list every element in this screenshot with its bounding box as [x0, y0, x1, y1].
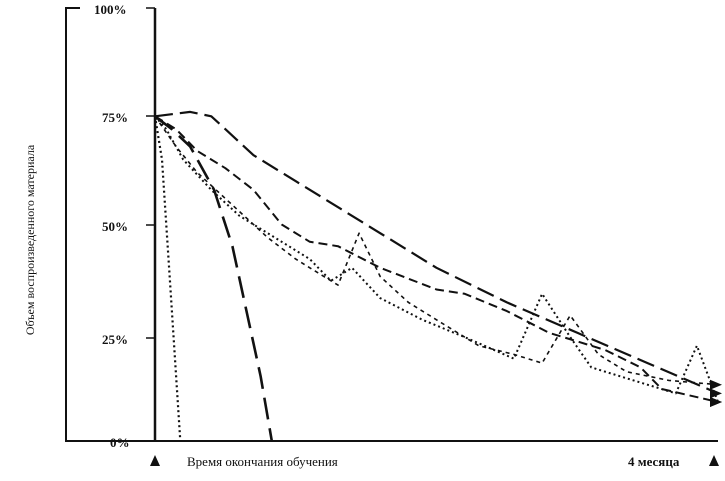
y-tick-label-50: 50% — [102, 219, 128, 234]
series-arrow-icon-3 — [710, 379, 722, 390]
series-line-5 — [153, 116, 182, 442]
x-start-marker-icon — [150, 455, 160, 466]
y-tick-label-0: 0% — [110, 435, 130, 450]
y-tick-label-75: 75% — [102, 110, 128, 125]
series-line-2 — [154, 115, 719, 403]
y-tick-label-25: 25% — [102, 332, 128, 347]
series-line-4 — [154, 115, 719, 403]
series-line-3 — [154, 115, 719, 386]
y-tick-label-100: 100% — [94, 2, 127, 17]
x-end-label: 4 месяца — [628, 454, 680, 469]
series-arrow-icon-4 — [710, 397, 722, 408]
series-layer — [153, 110, 722, 442]
x-start-label: Время окончания обучения — [187, 454, 338, 469]
series-line-1 — [154, 110, 719, 395]
y-bracket — [65, 7, 80, 442]
series-line-6 — [154, 115, 274, 442]
x-end-marker-icon — [709, 455, 719, 466]
y-axis-label: Объем воспроизведенного материала — [23, 144, 37, 335]
